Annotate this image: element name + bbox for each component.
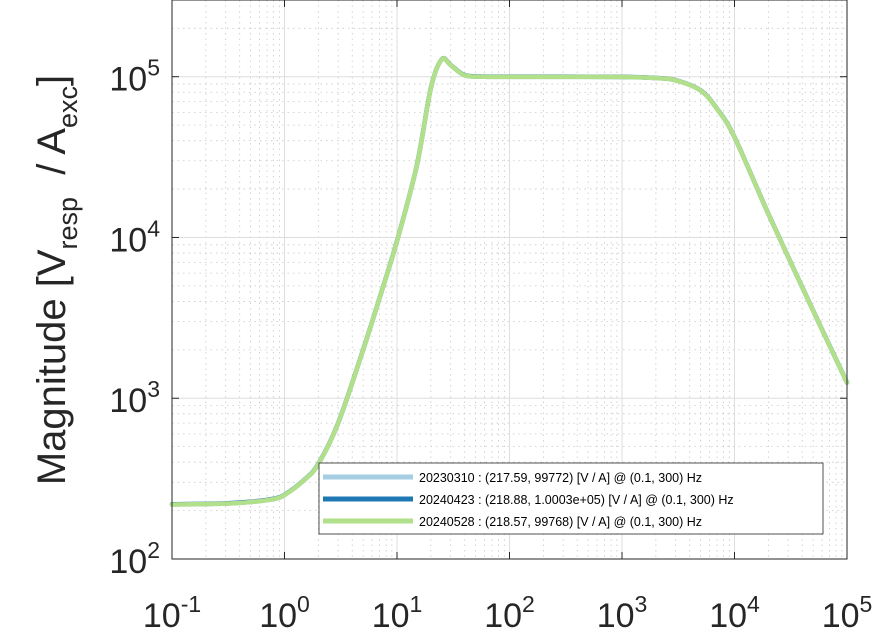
y-tick-labels: 102 103 104 105 (109, 55, 160, 581)
legend-label: 20240528 : (218.57, 99768) [V / A] @ (0.… (419, 515, 702, 529)
x-tick-label: 104 (709, 591, 760, 635)
x-tick-label: 105 (822, 591, 873, 635)
y-tick-label: 103 (109, 376, 160, 420)
x-tick-label: 103 (597, 591, 648, 635)
series-lines (169, 55, 850, 507)
x-tick-label: 100 (259, 591, 310, 635)
legend-label: 20230310 : (217.59, 99772) [V / A] @ (0.… (419, 471, 702, 485)
x-tick-labels: 10-1 100 101 102 103 104 105 (143, 591, 872, 635)
y-tick-label: 102 (109, 537, 160, 581)
x-tick-label: 10-1 (143, 591, 201, 635)
x-tick-label: 102 (484, 591, 535, 635)
axis-ticks (171, 0, 848, 560)
y-tick-label: 105 (109, 55, 160, 99)
x-tick-label: 101 (372, 591, 423, 635)
y-axis-label: Magnitude [Vresp / Aexc] (30, 75, 83, 485)
series-line (169, 56, 850, 507)
legend: 20230310 : (217.59, 99772) [V / A] @ (0.… (318, 462, 824, 535)
y-tick-label: 104 (109, 215, 160, 259)
legend-label: 20240423 : (218.88, 1.0003e+05) [V / A] … (419, 493, 734, 507)
